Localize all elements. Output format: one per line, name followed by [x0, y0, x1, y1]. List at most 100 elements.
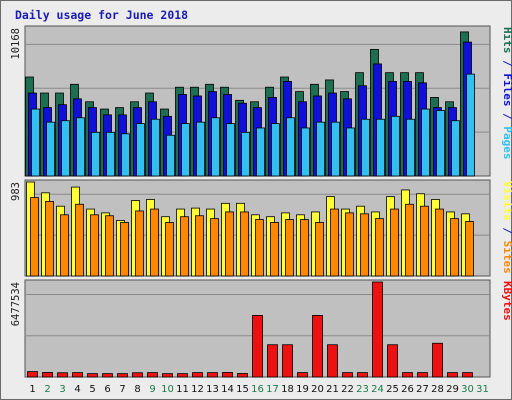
bar-sites-day-13	[210, 218, 219, 277]
day-label-23: 23	[356, 384, 369, 395]
day-label-26: 26	[401, 384, 414, 395]
bar-sites-day-22	[345, 212, 354, 277]
bar-kbytes-day-10	[162, 373, 173, 378]
max-label-visits-sites: 983	[10, 182, 22, 201]
bar-kbytes-day-24	[372, 281, 383, 378]
bar-sites-day-30	[465, 221, 474, 277]
bar-sites-day-24	[375, 218, 384, 277]
ylabel-kbytes: KBytes	[501, 281, 512, 321]
bar-sites-day-11	[180, 216, 189, 277]
day-label-3: 3	[59, 384, 65, 395]
bar-sites-day-7	[120, 222, 129, 277]
bar-kbytes-day-18	[282, 344, 293, 378]
bar-sites-day-29	[450, 218, 459, 277]
bar-kbytes-day-19	[297, 372, 308, 378]
bar-sites-day-18	[285, 219, 294, 277]
bar-pages-day-5	[91, 131, 100, 177]
bar-sites-day-8	[135, 210, 144, 277]
bar-pages-day-22	[346, 127, 355, 177]
bar-pages-day-11	[181, 123, 190, 177]
bar-kbytes-day-13	[207, 372, 218, 378]
bar-pages-day-30	[466, 73, 475, 177]
day-label-21: 21	[326, 384, 339, 395]
bar-pages-day-15	[241, 131, 250, 177]
bar-pages-day-20	[316, 121, 325, 177]
bar-kbytes-day-26	[402, 372, 413, 378]
day-label-31: 31	[476, 384, 489, 395]
bar-pages-day-4	[76, 117, 85, 177]
bar-kbytes-day-3	[57, 372, 68, 378]
day-label-8: 8	[134, 384, 140, 395]
ylabel-visits-sites: Visits / Sites	[501, 181, 512, 274]
bar-pages-day-27	[421, 108, 430, 177]
ylabel-hits-files-pages: Hits / Files / Pages	[501, 27, 512, 160]
day-label-1: 1	[29, 384, 35, 395]
day-label-15: 15	[236, 384, 249, 395]
day-label-16: 16	[251, 384, 264, 395]
bar-kbytes-day-1	[27, 371, 38, 378]
bar-kbytes-day-2	[42, 372, 53, 378]
bar-sites-day-2	[45, 201, 54, 277]
bar-pages-day-2	[46, 121, 55, 177]
chart-title: Daily usage for June 2018	[15, 8, 189, 22]
bar-kbytes-day-28	[432, 342, 443, 378]
bar-kbytes-day-29	[447, 372, 458, 378]
bar-sites-day-27	[420, 205, 429, 277]
bar-sites-day-3	[60, 214, 69, 277]
day-label-18: 18	[281, 384, 294, 395]
bar-sites-day-1	[30, 197, 39, 277]
bar-sites-day-6	[105, 215, 114, 277]
bar-kbytes-day-8	[132, 372, 143, 378]
bar-sites-day-10	[165, 222, 174, 277]
day-label-14: 14	[221, 384, 234, 395]
bar-kbytes-day-15	[237, 373, 248, 378]
day-label-27: 27	[416, 384, 429, 395]
day-label-28: 28	[431, 384, 444, 395]
bar-sites-day-5	[90, 214, 99, 277]
bar-pages-day-14	[226, 123, 235, 177]
bar-pages-day-23	[361, 118, 370, 177]
bar-pages-day-24	[376, 118, 385, 177]
day-label-7: 7	[119, 384, 125, 395]
day-label-17: 17	[266, 384, 279, 395]
bar-kbytes-day-11	[177, 373, 188, 378]
bar-sites-day-9	[150, 208, 159, 277]
bar-pages-day-25	[391, 115, 400, 177]
bar-kbytes-day-21	[327, 344, 338, 378]
day-label-11: 11	[176, 384, 189, 395]
bar-kbytes-day-16	[252, 315, 263, 378]
day-label-30: 30	[461, 384, 474, 395]
bar-sites-day-12	[195, 215, 204, 277]
bar-pages-day-16	[256, 127, 265, 177]
bar-kbytes-day-25	[387, 344, 398, 378]
bar-pages-day-17	[271, 123, 280, 177]
max-label-kbytes: 6477534	[10, 282, 22, 326]
day-label-5: 5	[89, 384, 95, 395]
bar-kbytes-day-14	[222, 372, 233, 378]
bar-pages-day-29	[451, 120, 460, 177]
bar-pages-day-3	[61, 120, 70, 177]
bar-kbytes-day-27	[417, 372, 428, 378]
bar-pages-day-7	[121, 133, 130, 177]
day-label-10: 10	[161, 384, 174, 395]
bar-sites-day-4	[75, 203, 84, 277]
bar-kbytes-day-12	[192, 372, 203, 378]
bar-sites-day-14	[225, 211, 234, 277]
bar-pages-day-9	[151, 118, 160, 177]
bar-pages-day-26	[406, 118, 415, 177]
bar-sites-day-17	[270, 222, 279, 277]
bar-pages-day-6	[106, 131, 115, 177]
bar-kbytes-day-22	[342, 372, 353, 378]
bar-kbytes-day-5	[87, 373, 98, 378]
bar-sites-day-26	[405, 203, 414, 277]
bar-sites-day-19	[300, 219, 309, 277]
day-label-4: 4	[74, 384, 80, 395]
bar-sites-day-28	[435, 208, 444, 277]
day-label-2: 2	[44, 384, 50, 395]
bar-kbytes-day-7	[117, 373, 128, 378]
day-label-9: 9	[149, 384, 155, 395]
bar-sites-day-20	[315, 222, 324, 277]
bar-sites-day-25	[390, 208, 399, 277]
bar-pages-day-8	[136, 123, 145, 177]
